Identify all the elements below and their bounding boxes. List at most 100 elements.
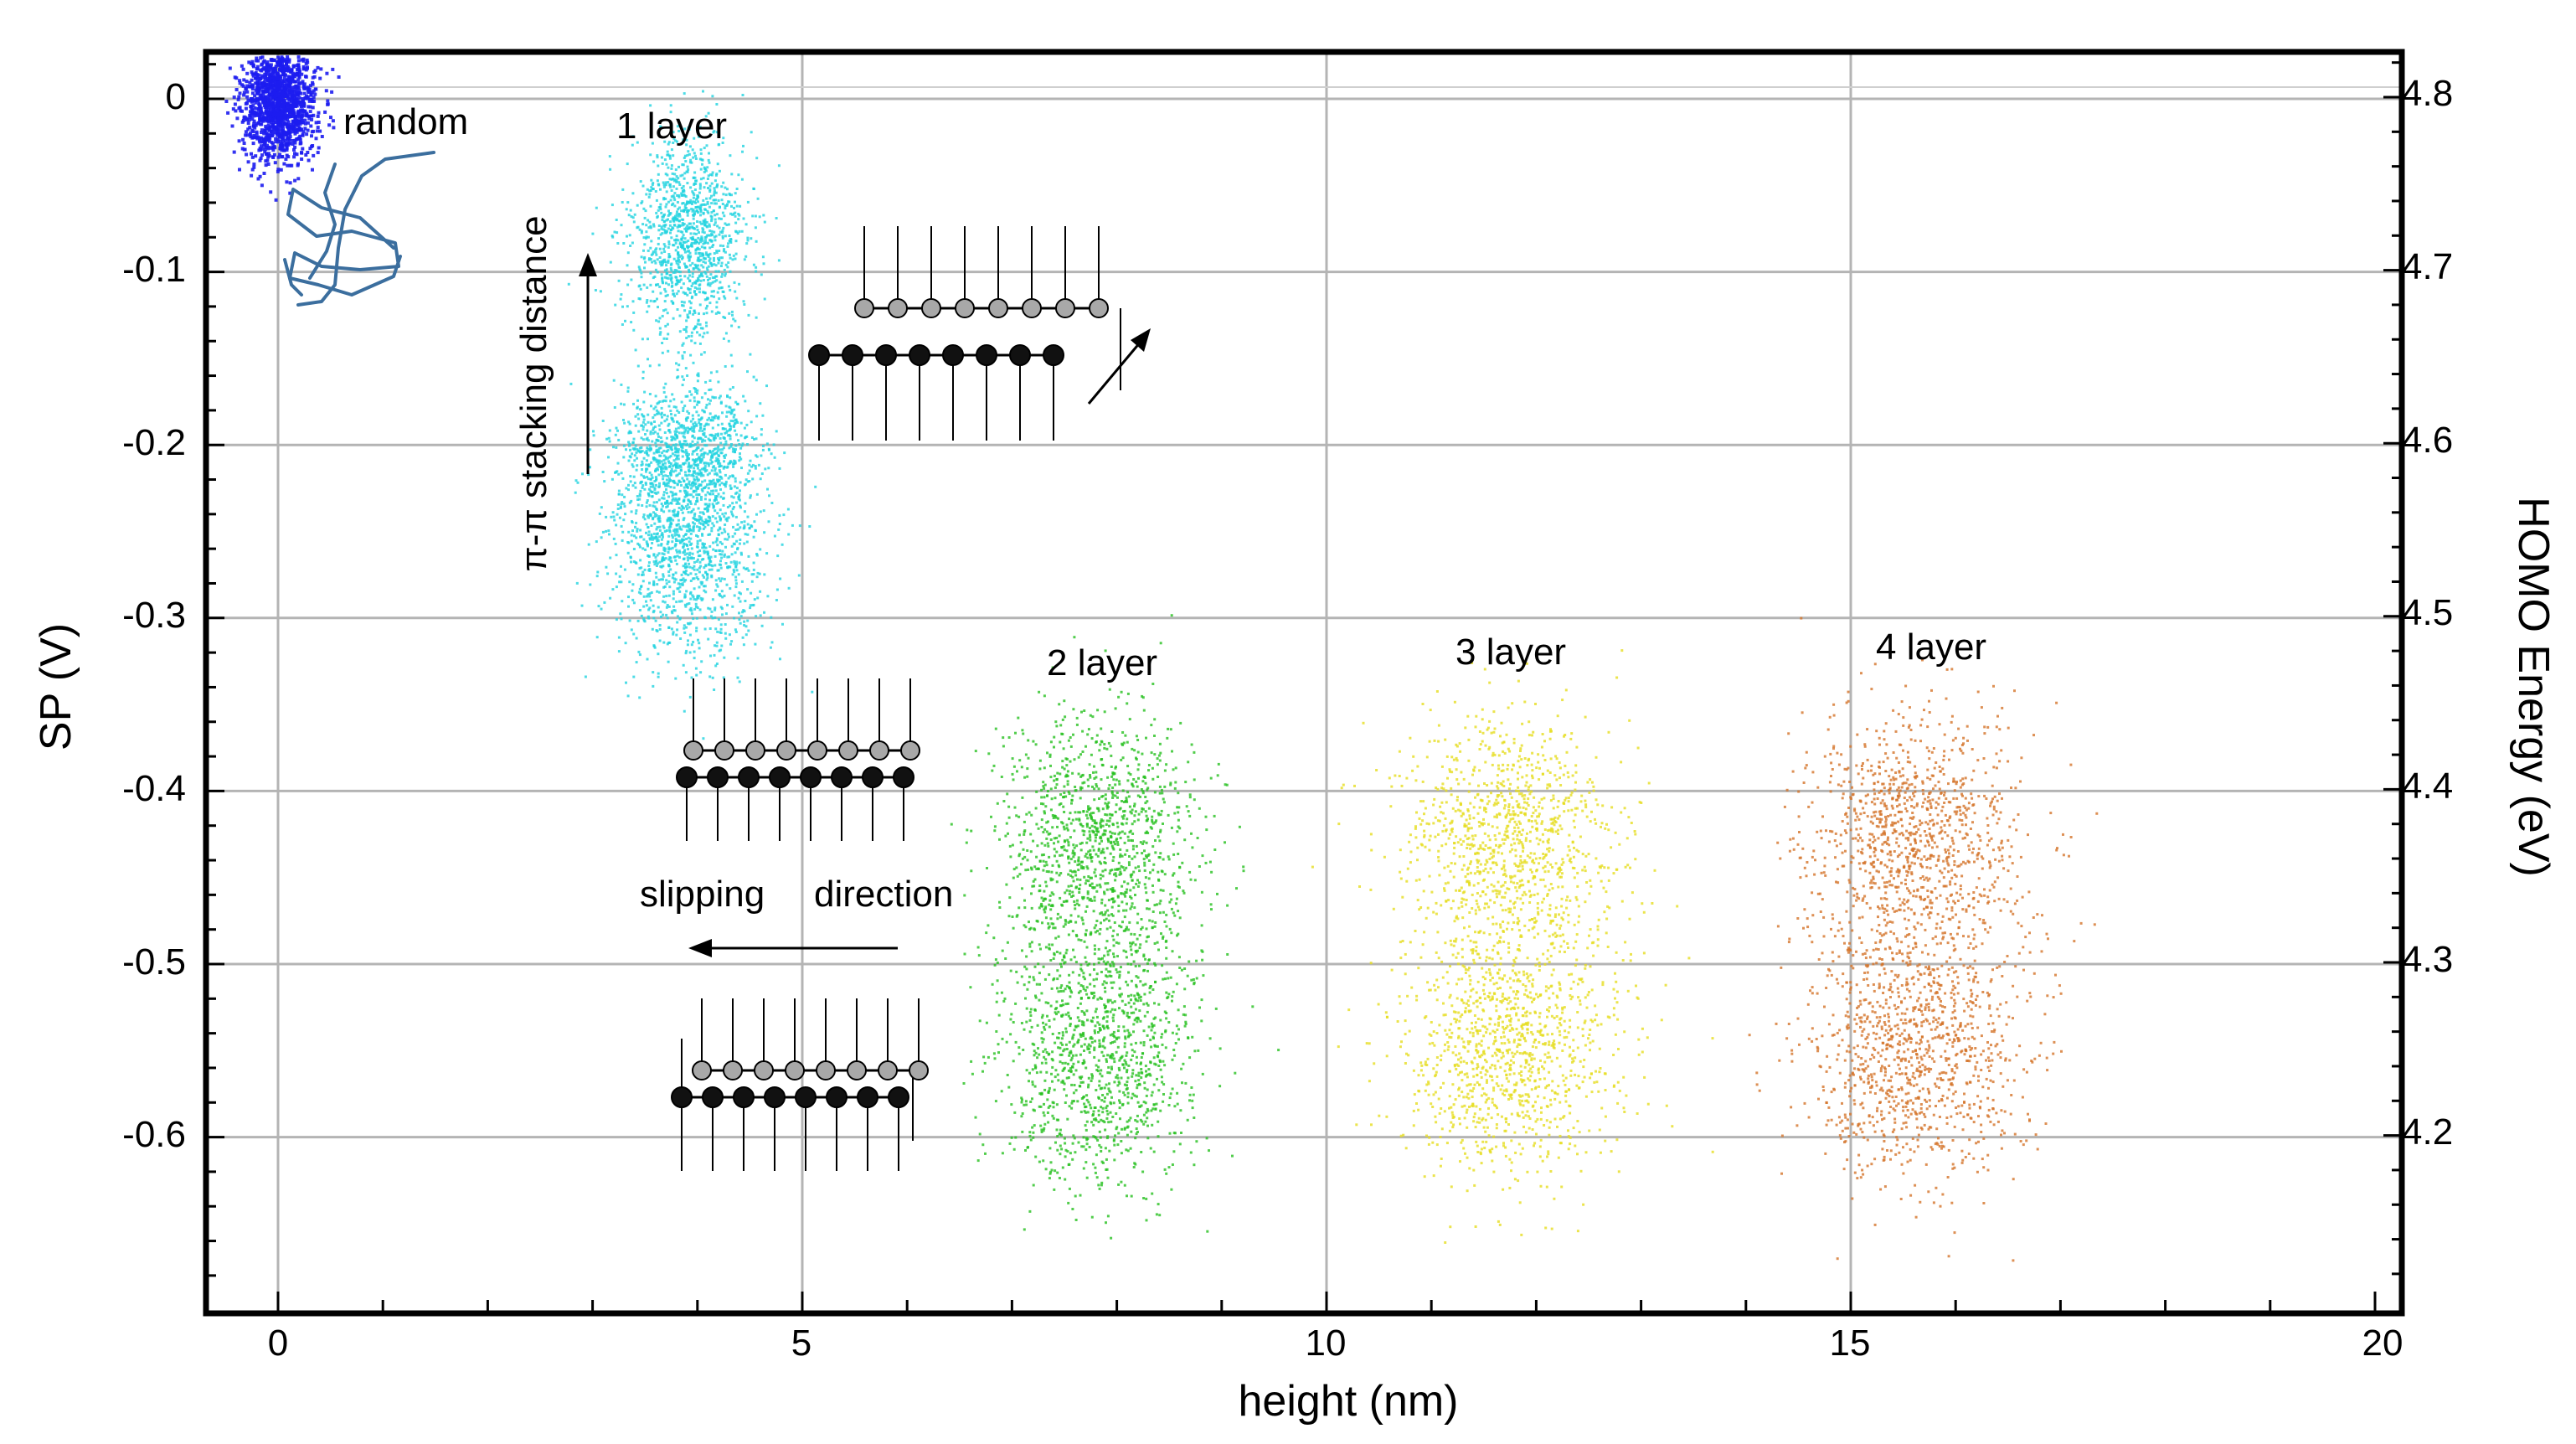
data-point	[657, 520, 661, 523]
data-point	[684, 483, 688, 487]
data-point	[729, 270, 732, 273]
data-point	[627, 441, 631, 444]
data-point	[1077, 982, 1080, 985]
data-point	[277, 80, 281, 85]
data-point	[667, 240, 671, 244]
data-point	[1126, 740, 1129, 744]
data-point	[672, 580, 676, 584]
data-point	[640, 436, 643, 440]
data-point	[682, 304, 685, 307]
data-point	[682, 435, 685, 438]
data-point	[669, 185, 672, 188]
data-point	[674, 571, 677, 575]
data-point	[677, 534, 680, 537]
data-point	[255, 96, 259, 101]
data-point	[667, 349, 670, 353]
data-point	[685, 538, 688, 540]
data-point	[326, 99, 330, 103]
data-point	[747, 410, 750, 413]
data-point	[738, 459, 741, 462]
data-point	[284, 102, 288, 106]
data-point	[656, 179, 659, 183]
data-point	[707, 555, 710, 559]
data-point	[626, 264, 629, 267]
data-point	[662, 261, 664, 265]
data-point	[624, 319, 626, 322]
data-point	[734, 429, 737, 432]
data-point	[756, 571, 760, 575]
data-point	[814, 485, 817, 488]
data-point	[1152, 809, 1156, 812]
data-point	[717, 569, 720, 572]
data-point	[323, 110, 327, 114]
data-point	[642, 595, 646, 598]
data-point	[737, 439, 739, 442]
data-point	[315, 129, 319, 133]
data-point	[723, 483, 726, 486]
data-point	[661, 281, 664, 284]
data-point	[649, 258, 652, 260]
data-point	[689, 201, 693, 204]
data-point	[634, 512, 637, 515]
data-point	[613, 406, 616, 409]
data-point	[678, 206, 681, 209]
data-point	[615, 585, 618, 589]
data-point	[691, 429, 694, 432]
data-point	[742, 300, 745, 303]
data-point	[276, 116, 281, 120]
data-point	[682, 410, 685, 412]
data-point	[652, 532, 656, 535]
data-point	[689, 302, 693, 305]
data-point	[672, 605, 676, 608]
data-point	[680, 192, 683, 195]
data-point	[716, 495, 719, 498]
data-point	[326, 102, 330, 106]
data-point	[660, 251, 663, 255]
data-point	[662, 526, 666, 529]
data-point	[730, 495, 734, 498]
data-point	[672, 577, 676, 580]
data-point	[706, 297, 709, 300]
data-point	[661, 162, 664, 165]
data-point	[710, 264, 714, 267]
data-point	[712, 478, 715, 482]
data-point	[694, 482, 698, 485]
data-point	[285, 180, 289, 184]
data-point	[715, 301, 719, 304]
data-point	[647, 477, 650, 481]
data-point	[690, 334, 693, 338]
data-point	[688, 557, 692, 560]
data-point	[674, 544, 677, 547]
data-point	[736, 548, 739, 551]
data-point	[1029, 833, 1033, 836]
data-point	[608, 533, 611, 536]
data-point	[663, 287, 667, 291]
data-point	[760, 428, 763, 431]
data-point	[645, 463, 648, 467]
data-point	[684, 426, 688, 430]
data-point	[652, 645, 656, 648]
data-point	[662, 481, 666, 484]
data-point	[652, 560, 656, 564]
data-point	[272, 152, 276, 157]
data-point	[658, 400, 662, 403]
data-point	[677, 229, 680, 233]
data-point	[269, 131, 273, 135]
data-point	[676, 456, 678, 459]
data-point	[708, 277, 711, 280]
data-point	[698, 187, 702, 190]
data-point	[654, 395, 657, 398]
data-point	[1083, 940, 1086, 943]
data-point	[298, 142, 302, 146]
data-point	[636, 542, 640, 545]
data-point	[658, 317, 662, 320]
data-point	[688, 312, 692, 315]
data-point	[284, 90, 288, 94]
data-point	[592, 434, 595, 437]
data-point	[716, 473, 719, 477]
data-point	[676, 554, 679, 558]
data-point	[640, 255, 643, 259]
data-point	[719, 580, 722, 583]
data-point	[295, 104, 299, 108]
data-point	[265, 72, 269, 76]
